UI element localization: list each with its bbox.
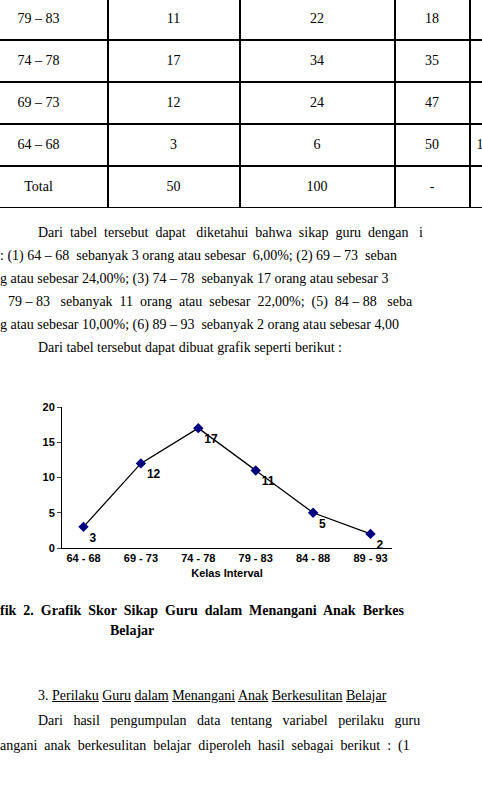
html-text:11: 11	[166, 10, 181, 26]
html-text:100: 100	[306, 178, 328, 194]
html-text:79 – 83 sebanyak 11 orang atau: 79 – 83 sebanyak 11 orang atau sebesar 2…	[8, 294, 413, 309]
html-text:Total: Total	[24, 178, 53, 194]
svg-text:5: 5	[49, 507, 55, 519]
html-text:22: 22	[310, 10, 324, 26]
html-text:50: 50	[166, 178, 181, 194]
html-text:angani anak berkesulitan belaj: angani anak berkesulitan belajar diperol…	[0, 738, 410, 753]
html-text:fik 2. Grafik Skor Sikap Guru: fik 2. Grafik Skor Sikap Guru dalam Mena…	[0, 603, 404, 618]
html-text:Belajar: Belajar	[110, 623, 155, 638]
html-text:18: 18	[425, 10, 439, 26]
svg-text:10: 10	[43, 471, 55, 483]
svg-text:79 - 83: 79 - 83	[239, 552, 273, 564]
html-text:g atau sebesar 10,00%; (6) 89: g atau sebesar 10,00%; (6) 89 – 93 seban…	[0, 317, 399, 332]
svg-text:Kelas Interval: Kelas Interval	[191, 567, 263, 579]
svg-text:69 - 73: 69 - 73	[124, 552, 158, 564]
html-text:74 – 78: 74 – 78	[17, 52, 60, 68]
svg-text:17: 17	[204, 432, 218, 446]
svg-text:84 - 88: 84 - 88	[296, 552, 330, 564]
html-text:50: 50	[425, 136, 439, 152]
html-text:79 – 83: 79 – 83	[17, 10, 60, 26]
svg-text:20: 20	[43, 401, 55, 413]
html-text:6: 6	[313, 136, 321, 152]
html-text:69 – 73: 69 – 73	[17, 94, 60, 110]
html-text:3. Perilaku Guru dalam Menanga: 3. Perilaku Guru dalam Menangani Anak Be…	[38, 688, 387, 703]
svg-text:74 - 78: 74 - 78	[181, 552, 215, 564]
svg-text:15: 15	[43, 436, 55, 448]
svg-text:11: 11	[262, 474, 275, 488]
html-text:: (1) 64 – 68 sebanyak 3 orang: : (1) 64 – 68 sebanyak 3 orang atau sebe…	[0, 248, 397, 263]
html-text:Dari tabel tersebut dapat dike: Dari tabel tersebut dapat diketahui bahw…	[38, 225, 423, 240]
html-text:Dari hasil pengumpulan data te: Dari hasil pengumpulan data tentang vari…	[38, 713, 421, 728]
html-text:3: 3	[170, 136, 177, 152]
html-text:24: 24	[310, 94, 324, 110]
html-text:34: 34	[310, 52, 324, 68]
html-text:Dari tabel tersebut dapat dibu: Dari tabel tersebut dapat dibuat grafik …	[38, 340, 342, 355]
html-text:35: 35	[425, 52, 439, 68]
svg-text:0: 0	[49, 542, 55, 554]
svg-text:12: 12	[147, 467, 161, 481]
html-text:12: 12	[166, 94, 181, 110]
svg-text:3: 3	[90, 531, 97, 545]
html-text:17: 17	[166, 52, 181, 68]
html-text:64 – 68: 64 – 68	[17, 136, 60, 152]
svg-text:5: 5	[319, 517, 326, 531]
svg-text:89 - 93: 89 - 93	[353, 552, 387, 564]
svg-text:64 - 68: 64 - 68	[66, 552, 100, 564]
html-text:47: 47	[425, 94, 439, 110]
html-text:g atau sebesar 24,00%; (3) 74: g atau sebesar 24,00%; (3) 74 – 78 seban…	[0, 271, 389, 286]
svg-text:2: 2	[377, 538, 384, 552]
